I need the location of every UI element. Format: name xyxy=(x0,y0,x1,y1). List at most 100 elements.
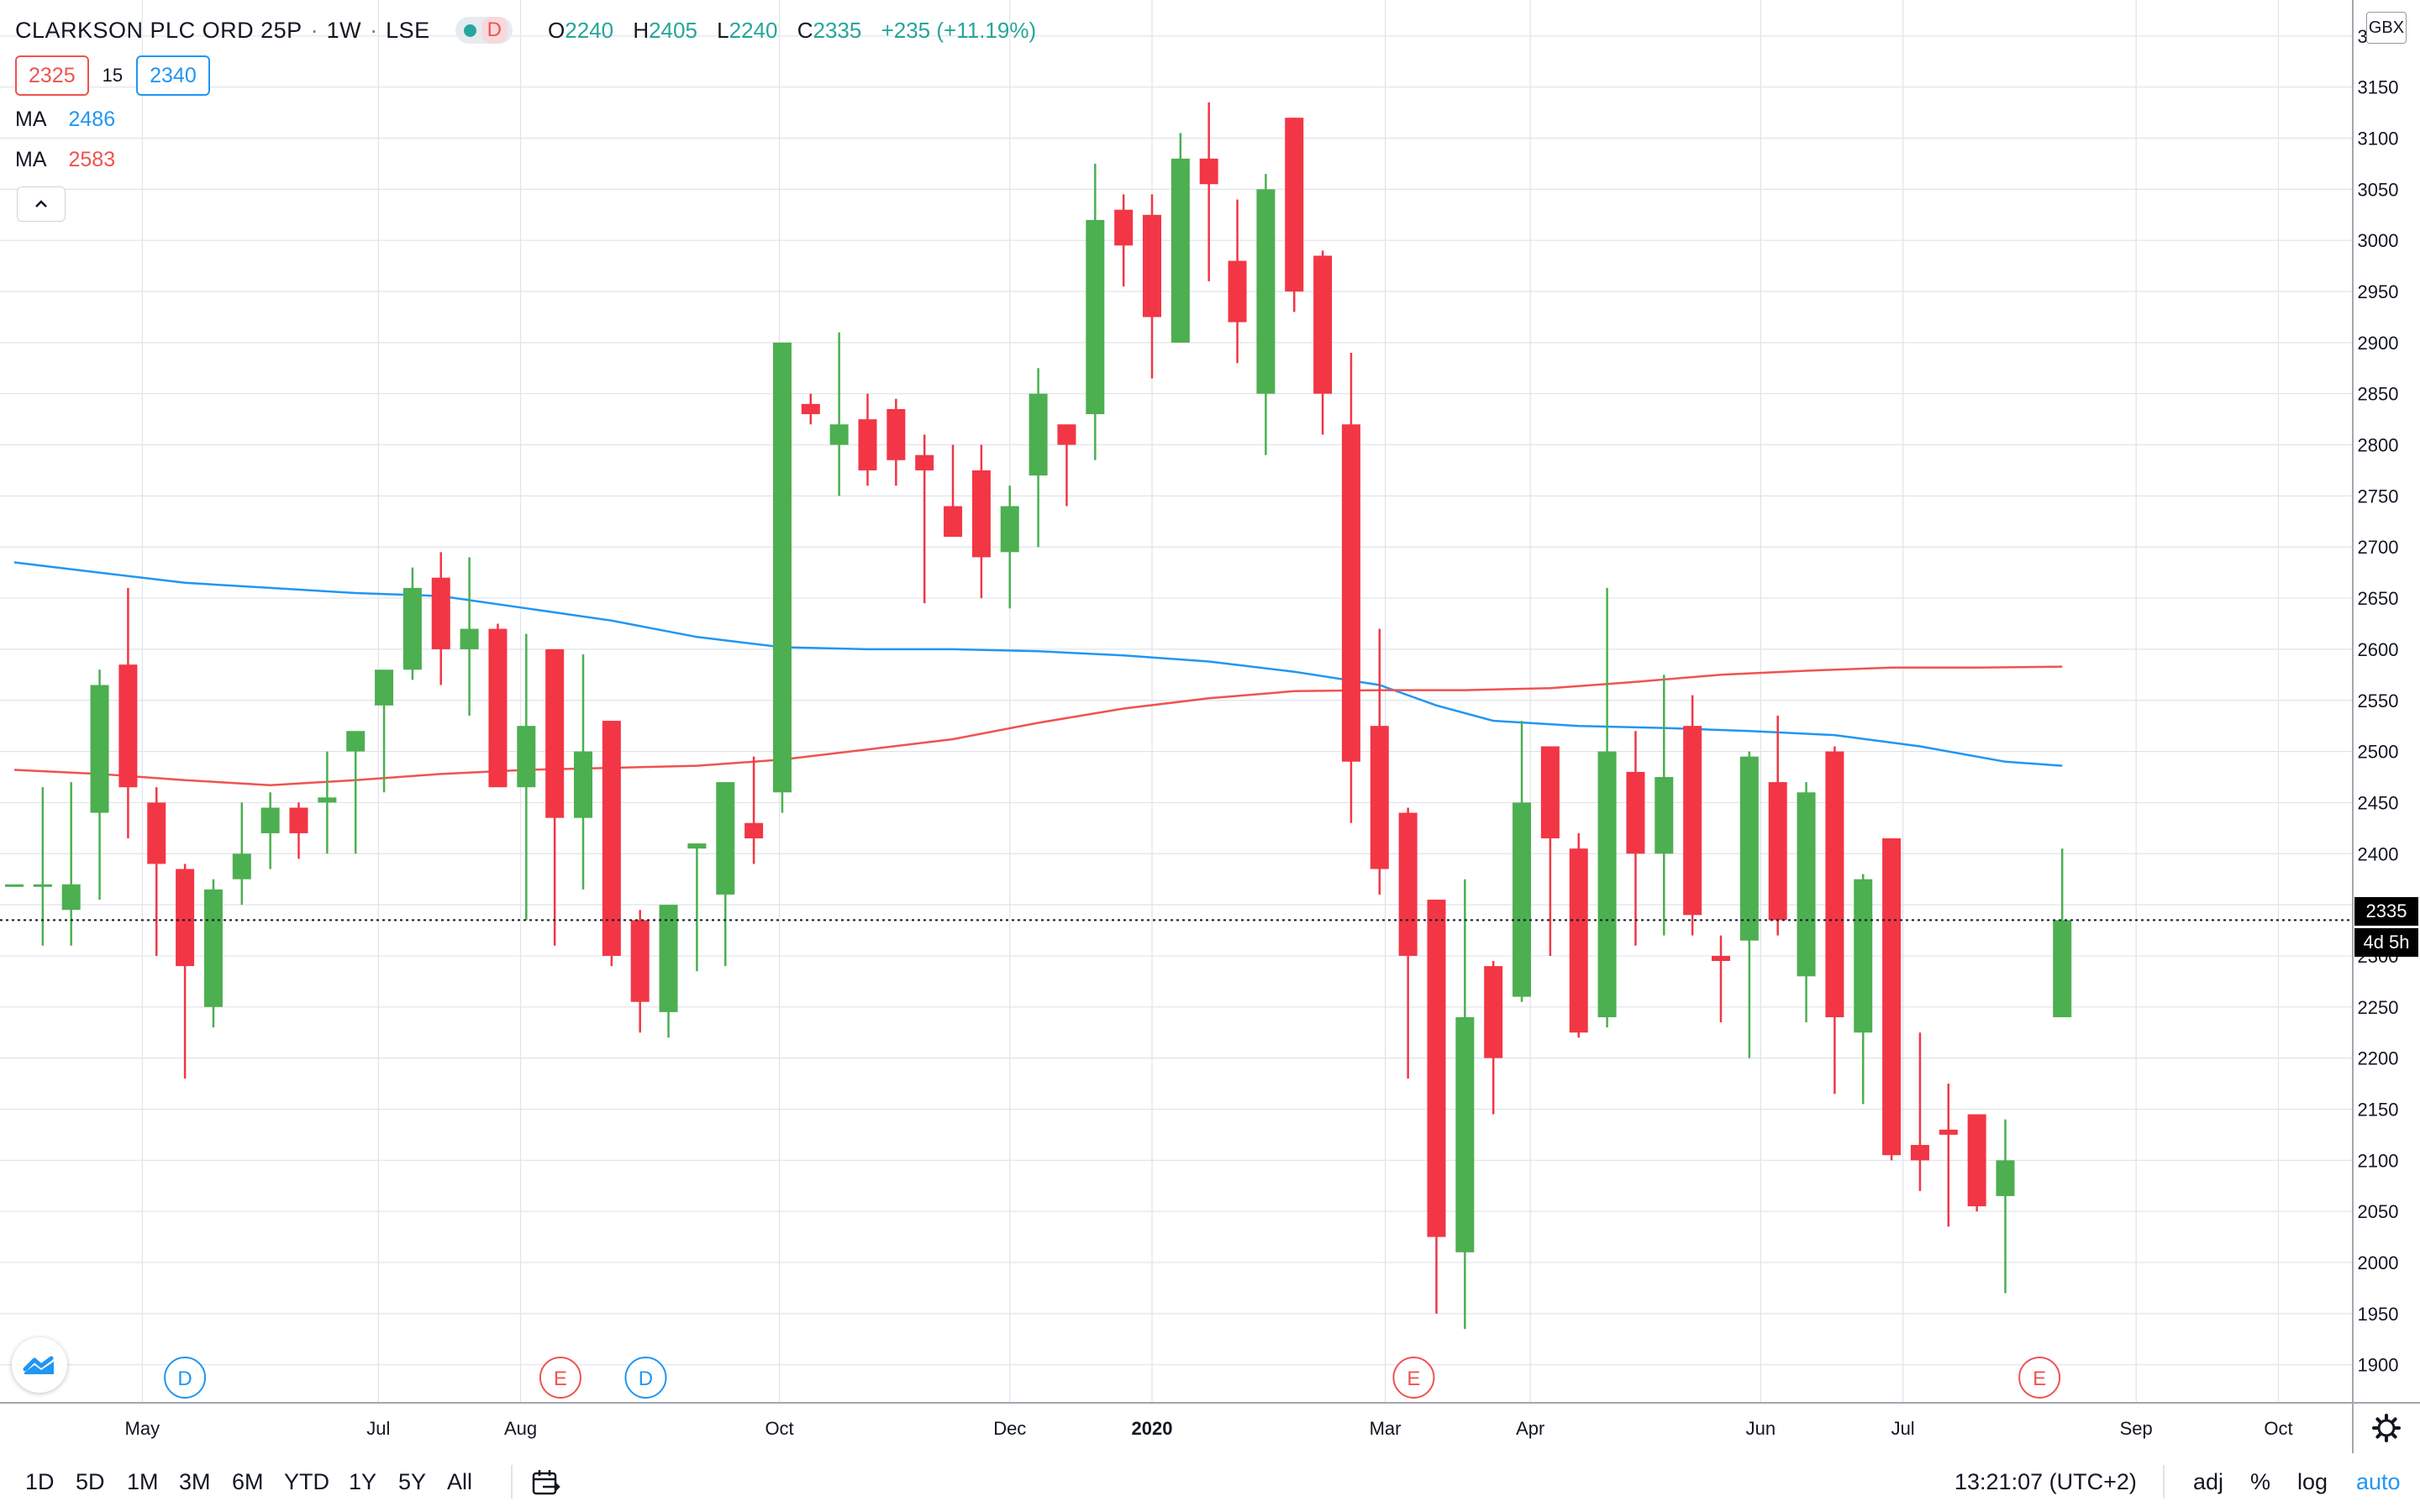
price-tick-label: 2000 xyxy=(2358,1252,2399,1273)
candle-body xyxy=(1569,848,1588,1033)
auto-toggle[interactable]: auto xyxy=(2356,1469,2401,1494)
candle xyxy=(886,398,906,486)
candle xyxy=(147,787,166,956)
indicator-ma-slow[interactable]: MA 2583 xyxy=(15,148,115,172)
candle xyxy=(375,669,394,793)
candle xyxy=(1256,174,1276,455)
event-marker-label: E xyxy=(554,1368,567,1390)
interval-label[interactable]: 1W xyxy=(326,17,362,43)
price-tick-label: 2550 xyxy=(2358,690,2399,711)
sell-price-button[interactable]: 2325 xyxy=(15,55,89,96)
candle-body xyxy=(744,822,764,839)
price-tick-label: 2900 xyxy=(2358,333,2399,354)
candle xyxy=(1854,874,1873,1105)
goto-date-icon[interactable] xyxy=(531,1468,561,1497)
candle-body xyxy=(2053,920,2072,1017)
candle-body xyxy=(716,782,735,895)
separator-dot: · xyxy=(370,17,378,43)
price-tick-label: 2450 xyxy=(2358,792,2399,813)
indicator-ma-fast[interactable]: MA 2486 xyxy=(15,108,115,132)
buy-price-button[interactable]: 2340 xyxy=(136,55,210,96)
range-1m[interactable]: 1M xyxy=(127,1469,159,1494)
percent-toggle[interactable]: % xyxy=(2250,1469,2271,1494)
candle-body xyxy=(1143,214,1161,318)
indicator-name: MA xyxy=(15,148,47,171)
close-value: 2335 xyxy=(813,17,862,43)
range-1d[interactable]: 1D xyxy=(25,1469,55,1494)
candle xyxy=(118,587,138,839)
open-value: 2240 xyxy=(565,17,614,43)
candle xyxy=(1313,250,1333,435)
candle xyxy=(33,787,52,946)
spread-value: 15 xyxy=(102,65,124,86)
candle-body xyxy=(944,506,963,538)
collapse-legend-button[interactable] xyxy=(17,186,66,222)
candle xyxy=(176,864,195,1079)
candle-body xyxy=(203,889,223,1007)
price-tick-label: 2600 xyxy=(2358,639,2399,660)
candle xyxy=(915,434,934,604)
candle-body xyxy=(1313,255,1333,394)
candle xyxy=(545,648,565,946)
range-all[interactable]: All xyxy=(447,1469,473,1494)
event-marker-label: E xyxy=(1407,1368,1420,1390)
currency-label[interactable]: GBX xyxy=(2366,12,2407,44)
candle xyxy=(1712,935,1730,1023)
clock-display[interactable]: 13:21:07 (UTC+2) xyxy=(1954,1469,2137,1494)
adj-toggle[interactable]: adj xyxy=(2193,1469,2224,1494)
gear-icon[interactable] xyxy=(2372,1414,2401,1442)
range-5y[interactable]: 5Y xyxy=(398,1469,427,1494)
range-ytd[interactable]: YTD xyxy=(284,1469,329,1494)
candle-body xyxy=(687,843,707,849)
range-3m[interactable]: 3M xyxy=(179,1469,211,1494)
close-key: C xyxy=(797,17,813,43)
tradingview-logo[interactable] xyxy=(12,1337,67,1393)
time-tick-label: Dec xyxy=(993,1418,1026,1439)
symbol-name[interactable]: CLARKSON PLC ORD 25P xyxy=(15,17,302,43)
candle-body xyxy=(659,905,678,1012)
price-tick-label: 2200 xyxy=(2358,1048,2399,1069)
candle xyxy=(574,654,592,890)
candle-body xyxy=(1768,782,1787,921)
candle-body xyxy=(772,342,792,793)
high-key: H xyxy=(633,17,650,43)
candle xyxy=(971,444,991,599)
market-status-pill[interactable]: D xyxy=(455,17,513,44)
indicator-name: MA xyxy=(15,108,47,131)
candle-body xyxy=(1199,158,1218,185)
price-tick-label: 2700 xyxy=(2358,537,2399,558)
candle xyxy=(260,792,280,869)
candle xyxy=(829,332,849,496)
candle xyxy=(1910,1032,1929,1191)
candle xyxy=(1825,746,1844,1095)
log-toggle[interactable]: log xyxy=(2297,1469,2328,1494)
range-1y[interactable]: 1Y xyxy=(349,1469,377,1494)
candle xyxy=(1797,782,1816,1023)
candle xyxy=(1739,751,1759,1058)
time-tick-label: Jul xyxy=(366,1418,390,1439)
market-open-icon xyxy=(463,24,476,37)
candle-body xyxy=(289,807,308,833)
dividend-badge: D xyxy=(481,17,508,44)
candle xyxy=(659,905,678,1038)
candle xyxy=(744,756,764,864)
candle xyxy=(203,879,223,1028)
low-key: L xyxy=(717,17,729,43)
ohlc-values: O2240 H2405 L2240 C2335 +235 (+11.19%) xyxy=(548,18,1050,44)
candle xyxy=(1114,194,1134,286)
indicator-value: 2583 xyxy=(68,148,116,171)
range-5d[interactable]: 5D xyxy=(76,1469,105,1494)
time-tick-label: Oct xyxy=(2264,1418,2292,1439)
candle xyxy=(488,623,508,788)
candle-body xyxy=(318,797,337,803)
price-tick-label: 3000 xyxy=(2358,230,2399,251)
time-tick-label: May xyxy=(125,1418,160,1439)
candle-body xyxy=(1825,751,1844,1017)
candle-body xyxy=(1171,158,1190,343)
candle xyxy=(1768,716,1787,936)
candle xyxy=(1028,368,1048,548)
candle xyxy=(232,802,251,906)
range-6m[interactable]: 6M xyxy=(232,1469,264,1494)
candle xyxy=(402,567,422,680)
